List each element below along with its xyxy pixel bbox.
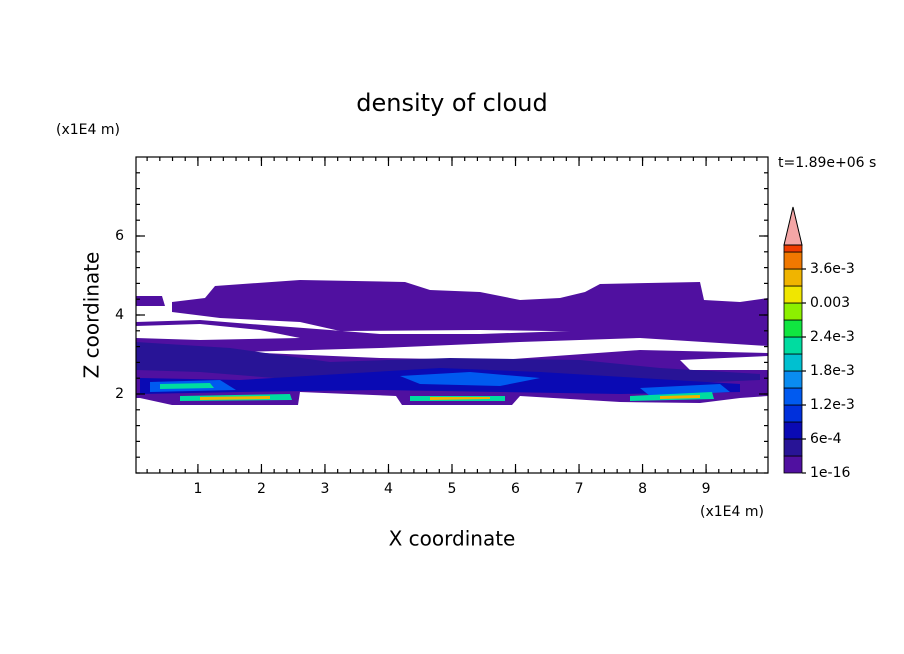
colorbar-box <box>783 244 803 253</box>
x-axis-label: X coordinate <box>389 527 516 551</box>
colorbar-tick-label: 1e-16 <box>810 465 850 481</box>
x-tick-label: 9 <box>702 481 711 497</box>
y-tick-label: 6 <box>115 228 124 244</box>
colorbar-tick-label: 0.003 <box>810 295 850 311</box>
colorbar-box <box>783 387 803 406</box>
colorbar-tick-label: 1.2e-3 <box>810 397 855 413</box>
colorbar-box <box>783 353 803 372</box>
x-tick-label: 4 <box>384 481 393 497</box>
chart-title: density of cloud <box>356 89 547 117</box>
colorbar-box <box>783 370 803 389</box>
colorbar-box <box>783 268 803 287</box>
contour-field <box>136 280 768 405</box>
x-tick-label: 5 <box>448 481 457 497</box>
colorbar-box <box>783 336 803 355</box>
colorbar-box <box>783 251 803 270</box>
time-annotation: t=1.89e+06 s <box>778 155 876 171</box>
y-tick-label: 4 <box>115 307 124 323</box>
x-tick-label: 7 <box>575 481 584 497</box>
colorbar-box <box>783 404 803 423</box>
colorbar-tick-label: 2.4e-3 <box>810 329 855 345</box>
colorbar-extend <box>783 206 803 246</box>
colorbar-tick-label: 6e-4 <box>810 431 842 447</box>
x-tick-label: 8 <box>638 481 647 497</box>
colorbar-box <box>783 285 803 304</box>
colorbar-box <box>783 302 803 321</box>
y-unit: (x1E4 m) <box>56 122 120 138</box>
y-tick-label: 2 <box>115 386 124 402</box>
x-tick-label: 1 <box>193 481 202 497</box>
colorbar-box <box>783 455 803 474</box>
colorbar-tick-label: 3.6e-3 <box>810 261 855 277</box>
x-tick-label: 2 <box>257 481 266 497</box>
x-tick-label: 6 <box>511 481 520 497</box>
x-tick-label: 3 <box>321 481 330 497</box>
colorbar-box <box>783 438 803 457</box>
colorbar-box <box>783 319 803 338</box>
colorbar-box <box>783 421 803 440</box>
y-axis-label: Z coordinate <box>80 252 104 379</box>
colorbar-tick-label: 1.8e-3 <box>810 363 855 379</box>
x-unit: (x1E4 m) <box>700 504 764 520</box>
